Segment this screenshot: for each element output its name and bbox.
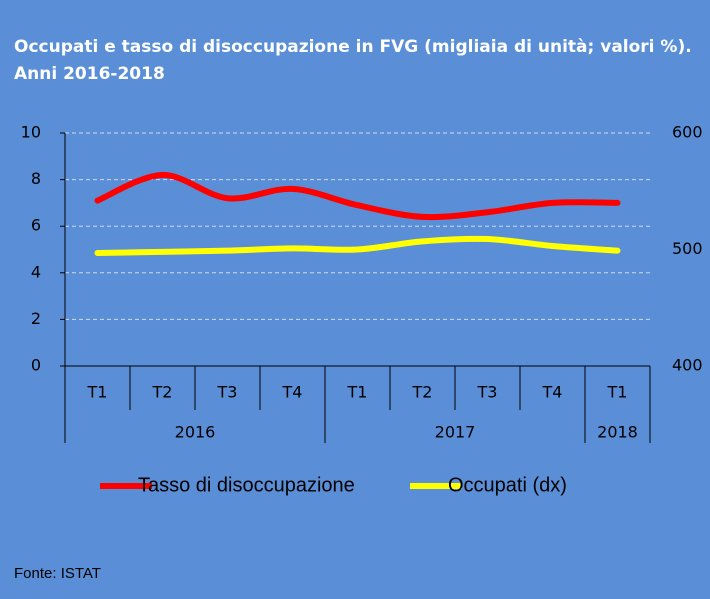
x-tick-label: T1: [87, 383, 108, 402]
y-tick-label: 2: [31, 309, 41, 328]
x-tick-label: T1: [347, 383, 368, 402]
x-tick-label: T1: [607, 383, 628, 402]
x-tick-label: T4: [542, 383, 563, 402]
x-tick-label: T3: [217, 383, 238, 402]
y-tick-label: 4: [31, 262, 41, 281]
y-tick-label: 8: [31, 169, 41, 188]
source: Fonte: ISTAT: [14, 565, 101, 582]
series-line: [94, 235, 621, 256]
group-label: 2017: [435, 423, 476, 442]
y2-tick-label: 400: [672, 356, 703, 375]
x-tick-label: T3: [477, 383, 498, 402]
chart-title: Occupati e tasso di disoccupazione in FV…: [14, 37, 692, 84]
y-tick-label: 10: [21, 123, 41, 142]
y2-tick-label: 600: [672, 123, 703, 142]
x-tick-label: T2: [152, 383, 173, 402]
x-tick-label: T2: [412, 383, 433, 402]
group-label: 2018: [597, 423, 638, 442]
series-line: [94, 171, 621, 221]
y-tick-label: 6: [31, 216, 41, 235]
legend-label: Occupati (dx): [448, 474, 567, 496]
y-tick-label: 0: [31, 356, 41, 375]
y2-tick-label: 500: [672, 239, 703, 258]
legend-label: Tasso di disoccupazione: [138, 474, 355, 496]
group-label: 2016: [175, 423, 216, 442]
x-tick-label: T4: [282, 383, 303, 402]
